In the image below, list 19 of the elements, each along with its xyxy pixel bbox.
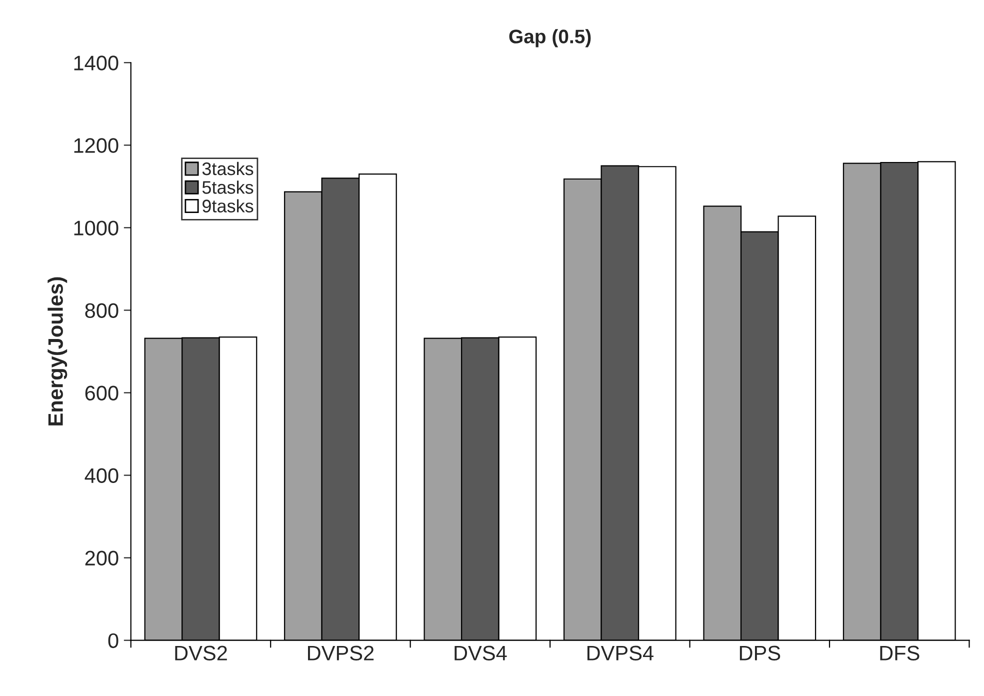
x-tick-label: DFS	[880, 646, 920, 660]
y-axis-title: Energy(Joules)	[48, 277, 68, 426]
y-tick-label: 200	[85, 550, 118, 566]
x-tick-label: DPS	[740, 646, 780, 660]
x-tick-label: DVPS4	[587, 646, 654, 660]
legend-label: 5tasks	[202, 180, 254, 194]
legend-label: 3tasks	[202, 162, 254, 176]
y-tick-label: 600	[85, 386, 118, 400]
x-tick-label: DVS4	[454, 646, 507, 660]
chart-title: Gap (0.5)	[509, 29, 591, 48]
y-tick-label: 1400	[74, 56, 118, 70]
y-tick-label: 0	[108, 633, 118, 648]
legend-label: 9tasks	[202, 199, 254, 212]
y-tick-label: 1200	[74, 138, 118, 153]
x-tick-label: DVPS2	[308, 646, 374, 660]
y-tick-label: 400	[84, 468, 118, 484]
y-tick-label: 800	[85, 303, 118, 318]
x-tick-label: DVS2	[175, 646, 227, 660]
y-tick-label: 1000	[74, 220, 118, 236]
